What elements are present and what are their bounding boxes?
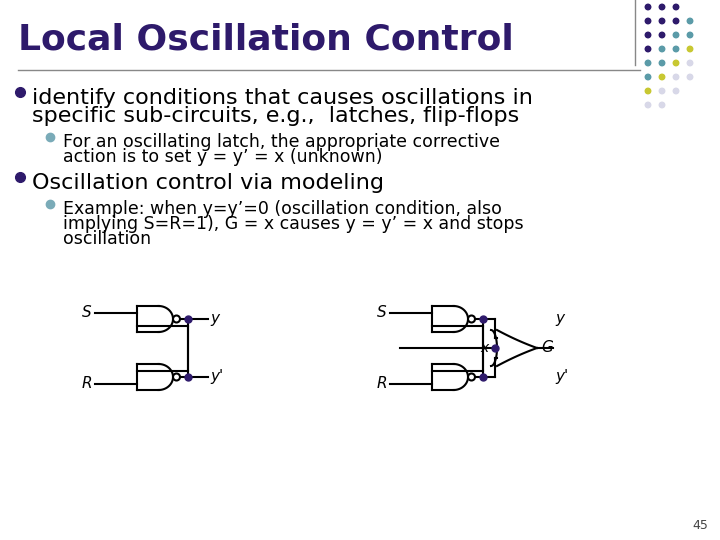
Circle shape	[660, 4, 665, 10]
Text: S: S	[82, 305, 92, 320]
Text: G: G	[541, 341, 553, 355]
Circle shape	[688, 18, 693, 24]
Circle shape	[645, 74, 651, 80]
Circle shape	[645, 60, 651, 66]
Circle shape	[660, 46, 665, 52]
Text: 45: 45	[692, 519, 708, 532]
Text: y': y'	[555, 369, 568, 384]
Text: Local Oscillation Control: Local Oscillation Control	[18, 22, 514, 56]
Circle shape	[645, 4, 651, 10]
Text: S: S	[377, 305, 387, 320]
Circle shape	[673, 74, 679, 80]
Circle shape	[660, 74, 665, 80]
Circle shape	[660, 32, 665, 38]
Circle shape	[173, 374, 180, 381]
Circle shape	[673, 18, 679, 24]
Circle shape	[645, 18, 651, 24]
Circle shape	[645, 32, 651, 38]
Circle shape	[645, 88, 651, 94]
Circle shape	[660, 102, 665, 108]
Circle shape	[468, 315, 475, 322]
Circle shape	[645, 46, 651, 52]
Text: implying S=R=1), G = x causes y = y’ = x and stops: implying S=R=1), G = x causes y = y’ = x…	[63, 215, 523, 233]
Circle shape	[673, 32, 679, 38]
Circle shape	[173, 315, 180, 322]
Circle shape	[660, 88, 665, 94]
Text: y': y'	[210, 369, 223, 384]
Circle shape	[673, 88, 679, 94]
Text: specific sub-circuits, e.g.,  latches, flip-flops: specific sub-circuits, e.g., latches, fl…	[32, 106, 519, 126]
Circle shape	[660, 60, 665, 66]
Text: Example: when y=y’=0 (oscillation condition, also: Example: when y=y’=0 (oscillation condit…	[63, 200, 502, 218]
Text: R: R	[377, 376, 387, 391]
Text: identify conditions that causes oscillations in: identify conditions that causes oscillat…	[32, 88, 533, 108]
Text: action is to set y = y’ = x (unknown): action is to set y = y’ = x (unknown)	[63, 148, 382, 166]
Text: y: y	[555, 312, 564, 327]
Text: For an oscillating latch, the appropriate corrective: For an oscillating latch, the appropriat…	[63, 133, 500, 151]
Circle shape	[673, 60, 679, 66]
Circle shape	[688, 74, 693, 80]
Circle shape	[468, 374, 475, 381]
Text: Oscillation control via modeling: Oscillation control via modeling	[32, 173, 384, 193]
Circle shape	[645, 102, 651, 108]
Text: x: x	[481, 341, 489, 355]
Circle shape	[688, 46, 693, 52]
Circle shape	[688, 60, 693, 66]
Circle shape	[660, 18, 665, 24]
Text: R: R	[81, 376, 92, 391]
Text: y: y	[210, 312, 219, 327]
Circle shape	[688, 32, 693, 38]
Circle shape	[673, 4, 679, 10]
Circle shape	[673, 46, 679, 52]
Text: oscillation: oscillation	[63, 230, 151, 248]
